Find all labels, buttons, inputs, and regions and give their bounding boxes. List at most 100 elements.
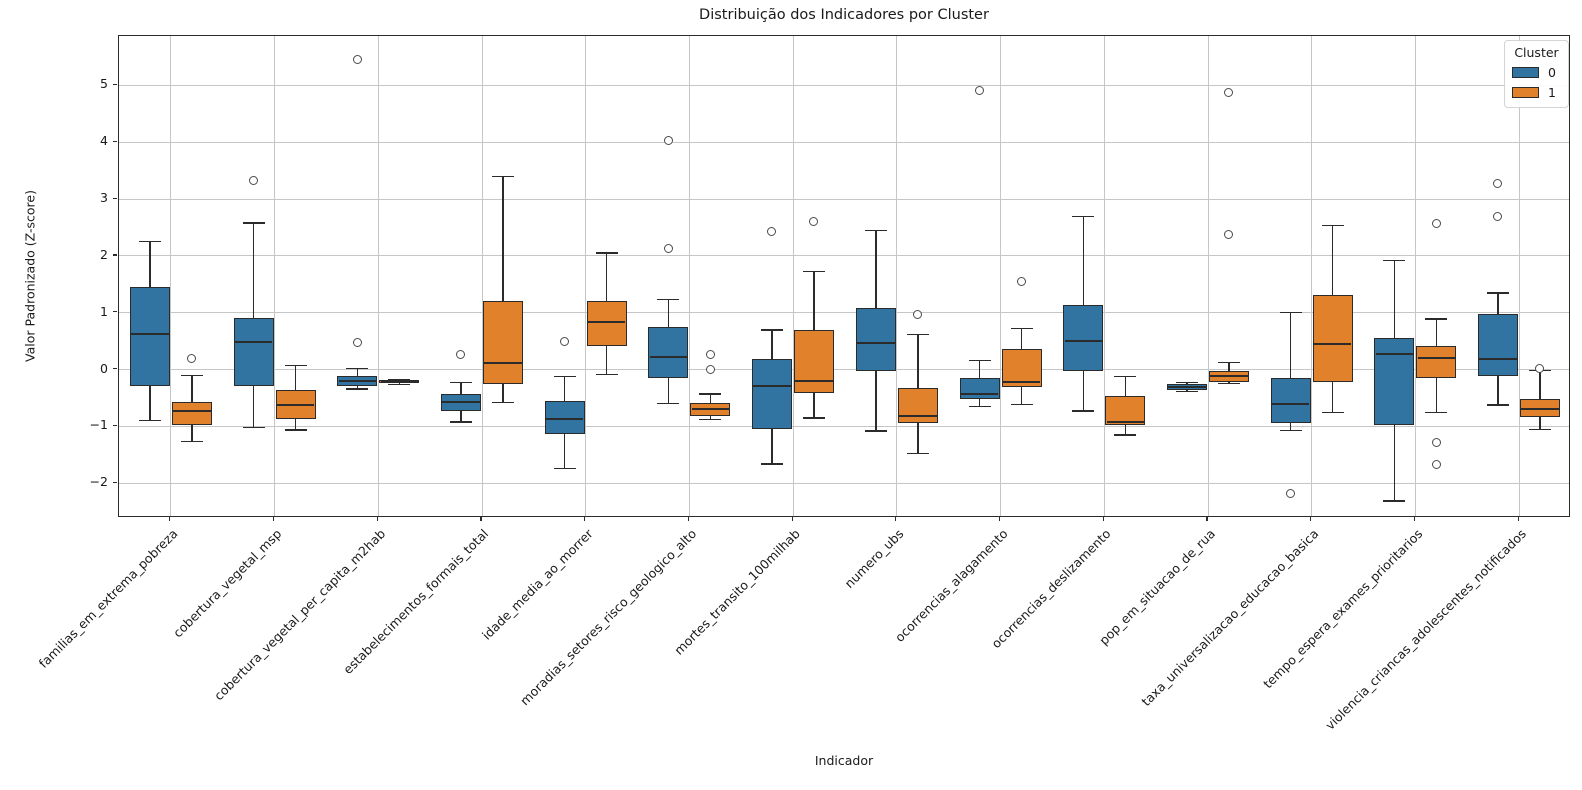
gridline-vertical — [688, 36, 690, 516]
x-tick-label: violencia_criancas_adolescentes_notifica… — [1321, 526, 1529, 733]
whisker-upper — [502, 176, 504, 301]
x-tick-label: cobertura_vegetal_per_capita_m2hab — [210, 526, 388, 704]
median-line — [442, 401, 480, 404]
median-line — [899, 415, 937, 418]
x-tick-mark — [1310, 517, 1312, 521]
whisker-upper — [1020, 328, 1023, 350]
whisker-lower — [149, 385, 151, 421]
whisker-lower — [1539, 417, 1541, 430]
legend-label: 1 — [1548, 85, 1556, 100]
whisker-upper — [1228, 362, 1230, 371]
x-tick-label: familias_em_extrema_pobreza — [35, 526, 181, 671]
x-tick-mark — [1102, 517, 1104, 521]
whisker-lower — [1124, 424, 1126, 435]
gridline-vertical — [1311, 36, 1313, 516]
whisker-upper — [1435, 319, 1438, 346]
outlier-point — [809, 217, 819, 227]
whisker-cap-upper — [906, 333, 929, 336]
whisker-cap-upper — [242, 222, 265, 224]
whisker-cap-lower — [761, 463, 784, 465]
y-tick-label: 5 — [100, 76, 108, 92]
gridline-vertical — [377, 36, 379, 516]
whisker-cap-lower — [492, 401, 514, 404]
whisker-cap-upper — [1321, 224, 1344, 226]
gridline-vertical — [1518, 36, 1520, 516]
whisker-lower — [1290, 422, 1292, 431]
outlier-point — [1286, 488, 1295, 498]
x-tick-label: ocorrencias_alagamento — [891, 526, 1011, 645]
whisker-cap-lower — [1176, 390, 1198, 392]
gridline-vertical — [585, 36, 587, 516]
median-line — [1168, 386, 1206, 389]
whisker-cap-upper — [346, 367, 369, 370]
y-tick-label: 0 — [100, 360, 108, 376]
outlier-point — [352, 337, 362, 347]
median-line — [276, 404, 315, 407]
y-tick-label: 2 — [100, 246, 108, 262]
outlier-point — [663, 135, 673, 145]
outlier-point — [767, 227, 777, 237]
outlier-point — [705, 364, 715, 374]
whisker-upper — [813, 271, 815, 330]
y-tick-mark — [113, 254, 117, 256]
box-cluster-1 — [1312, 295, 1353, 383]
whisker-upper — [191, 375, 193, 403]
box-cluster-0 — [544, 400, 585, 435]
median-line — [1479, 358, 1517, 361]
outlier-point — [1224, 88, 1234, 98]
x-tick-mark — [272, 517, 275, 521]
whisker-cap-upper — [699, 393, 722, 395]
whisker-cap-upper — [1010, 328, 1033, 330]
median-line — [131, 333, 169, 336]
whisker-cap-upper — [803, 270, 826, 272]
whisker-cap-lower — [699, 419, 722, 421]
whisker-upper — [1393, 260, 1396, 338]
y-tick-label: 4 — [100, 133, 108, 149]
whisker-lower — [1082, 371, 1084, 412]
whisker-cap-lower — [968, 405, 991, 408]
plot-area — [118, 35, 1570, 517]
outlier-point — [974, 86, 984, 96]
y-tick-label: 1 — [100, 303, 108, 319]
whisker-cap-upper — [1072, 216, 1095, 218]
whisker-cap-upper — [968, 359, 991, 362]
gridline-horizontal — [119, 141, 1569, 143]
whisker-cap-upper — [595, 252, 618, 254]
legend-label: 0 — [1548, 65, 1556, 80]
outlier-point — [1431, 218, 1441, 228]
whisker-cap-lower — [1279, 429, 1302, 432]
y-tick-mark — [113, 368, 117, 370]
outlier-point — [1431, 438, 1441, 448]
whisker-upper — [149, 241, 151, 288]
gridline-vertical — [170, 36, 172, 516]
x-tick-label: taxa_universalizacao_educacao_basica — [1138, 526, 1322, 710]
median-line — [649, 355, 688, 358]
whisker-lower — [771, 429, 773, 464]
whisker-cap-upper — [180, 374, 203, 376]
x-axis-label: Indicador — [814, 753, 874, 768]
x-tick-label: cobertura_vegetal_msp — [169, 526, 285, 641]
box-cluster-1 — [897, 388, 938, 424]
legend-swatch-icon — [1512, 87, 1539, 98]
whisker-cap-lower — [1010, 403, 1033, 405]
x-tick-mark — [480, 517, 482, 521]
gridline-vertical — [481, 36, 483, 516]
median-line — [753, 385, 791, 388]
whisker-cap-lower — [803, 417, 826, 419]
box-cluster-1 — [1001, 349, 1042, 387]
whisker-lower — [1020, 386, 1023, 405]
whisker-cap-lower — [388, 383, 411, 386]
gridline-horizontal — [119, 425, 1569, 427]
gridline-vertical — [896, 36, 898, 516]
median-line — [1521, 407, 1559, 410]
whisker-cap-lower — [1321, 412, 1344, 414]
box-cluster-1 — [794, 329, 835, 393]
x-tick-label: moradias_setores_risco_geologico_alto — [516, 526, 700, 709]
box-cluster-1 — [275, 389, 316, 419]
gridline-horizontal — [119, 84, 1569, 86]
whisker-lower — [1332, 382, 1334, 413]
y-tick-label: 3 — [100, 190, 108, 206]
whisker-cap-upper — [1218, 362, 1240, 364]
x-tick-mark — [791, 517, 793, 521]
whisker-lower — [1497, 376, 1499, 405]
